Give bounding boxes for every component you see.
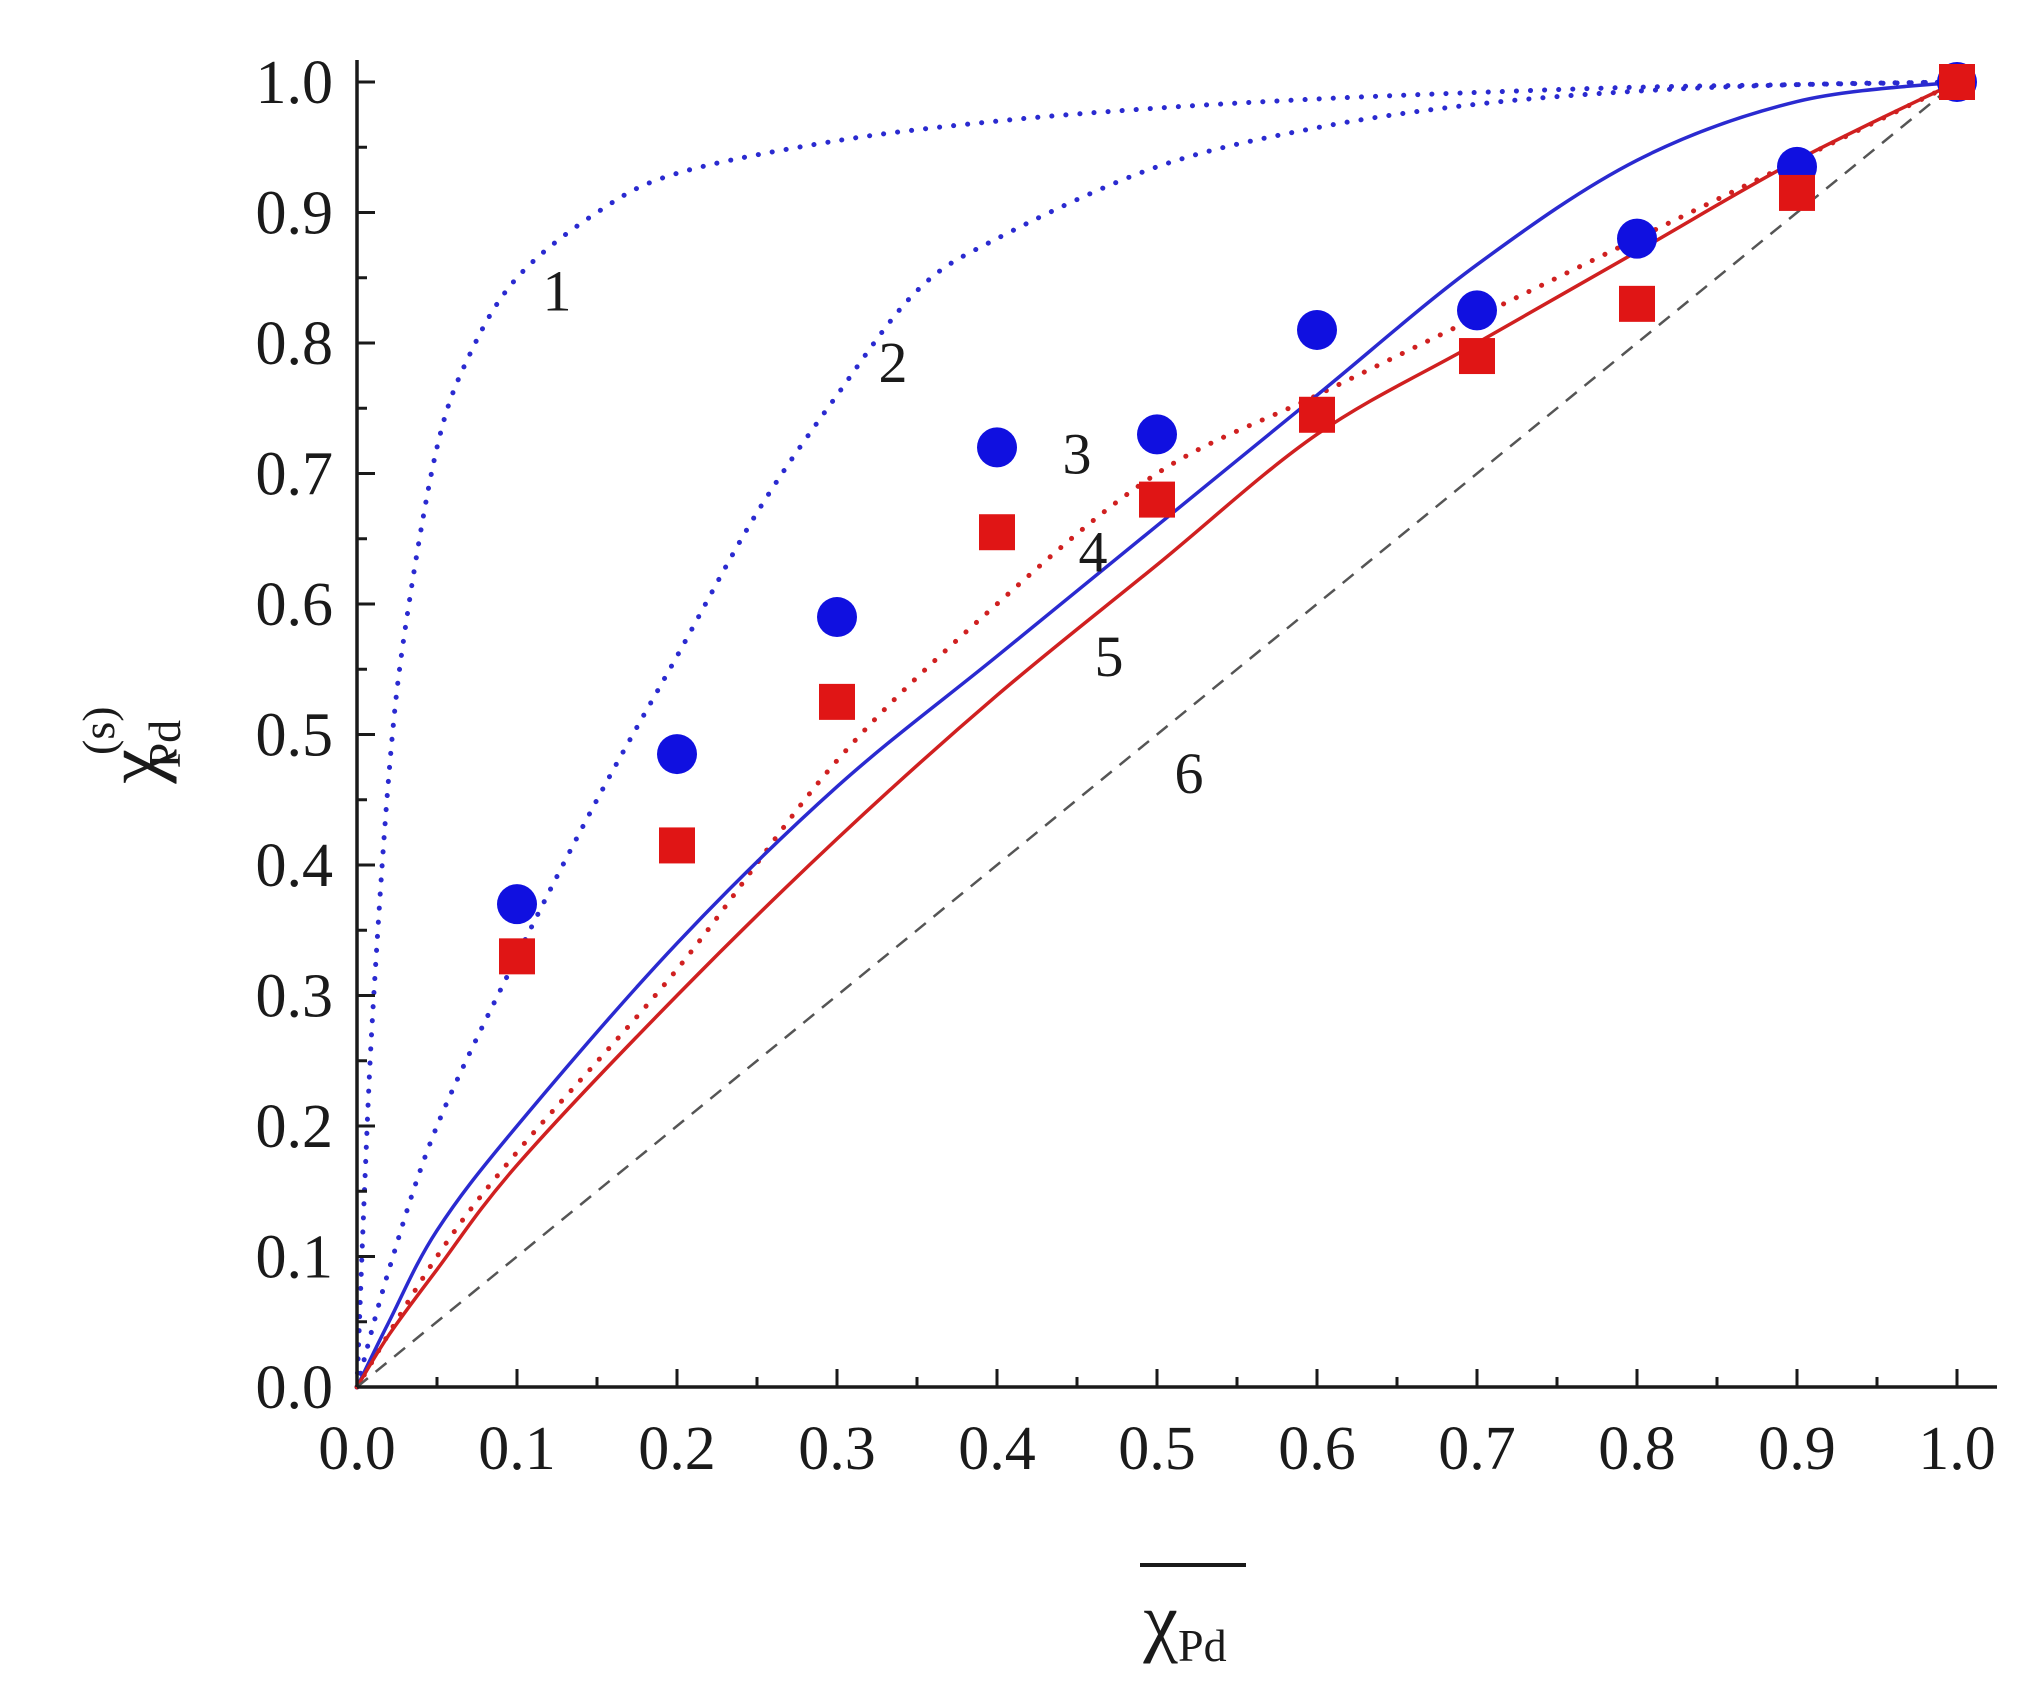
curve-label-5: 5 [1095,624,1124,689]
curve-label-1: 1 [543,258,572,323]
svg-text:χPd: χPd [1142,1577,1226,1671]
curve-2 [354,79,1960,1390]
x-tick-label: 1.0 [1918,1415,1996,1483]
x-axis-title-symbol: χ [1142,1577,1178,1664]
curve-label-2: 2 [879,330,908,395]
x-tick-label: 0.0 [318,1415,396,1483]
y-tick-label: 1.0 [256,49,334,117]
square-marker [659,827,695,864]
square-marker [1299,396,1335,433]
circle-marker [817,597,857,638]
ticks: 0.0 0.1 0.2 0.3 0.4 0.5 0.6 0.7 0.8 0.9 1.0 0.0 0.1 0… [256,49,1996,1483]
circle-marker [977,427,1017,468]
circle-marker [1457,290,1497,331]
circle-marker [497,884,537,925]
x-tick-label: 0.3 [798,1415,876,1483]
curve-labels: 1 2 3 4 56 [543,258,1204,806]
square-marker [499,938,535,975]
square-marker [1459,338,1495,375]
y-tick-label: 0.8 [256,310,334,378]
curve-4 [355,80,1958,1388]
y-tick-label: 0.4 [256,832,334,900]
y-tick-label: 0.7 [256,441,334,509]
square-marker [1619,285,1655,322]
square-marker [819,683,855,720]
x-axis-title-subscript: Pd [1178,1620,1227,1671]
x-tick-label: 0.8 [1598,1415,1676,1483]
curve-3 [354,79,1960,1390]
y-tick-label: 0.0 [256,1354,334,1422]
y-tick-label: 0.6 [256,571,334,639]
x-tick-label: 0.9 [1758,1415,1836,1483]
circle-marker [1617,218,1657,259]
curve-label-4: 4 [1079,519,1108,584]
y-axis-title: χ(s) Pd [73,706,190,784]
y-tick-label: 0.2 [256,1093,334,1161]
y-axis-title-superscript: (s) [73,706,124,755]
curve-6 [356,81,1958,1388]
x-tick-label: 0.5 [1118,1415,1196,1483]
x-tick-label: 0.4 [958,1415,1036,1483]
curve-1 [354,79,1960,1390]
y-tick-label: 0.5 [256,702,334,770]
square-marker [1779,174,1815,211]
x-tick-label: 0.7 [1438,1415,1516,1483]
y-tick-label: 0.3 [256,963,334,1031]
y-tick-label: 0.1 [256,1224,334,1292]
circle-marker [1297,309,1337,350]
square-marker [1139,481,1175,518]
circle-marker [1137,414,1177,455]
plot-lines [354,79,1960,1390]
square-marker [979,514,1015,551]
y-axis-title-subscript: Pd [139,720,190,769]
x-tick-label: 0.1 [478,1415,556,1483]
curve-label-6: 6 [1175,741,1204,806]
curve-label-3: 3 [1063,422,1092,487]
x-tick-label: 0.2 [638,1415,716,1483]
square-marker [1939,64,1975,100]
circle-marker [657,734,697,775]
x-axis-title: χPd [1140,1563,1246,1671]
y-tick-label: 0.9 [256,180,334,248]
axes [355,60,1997,1389]
plot-markers [497,62,1977,975]
x-tick-label: 0.6 [1278,1415,1356,1483]
y-axis-title-symbol: χ [90,749,177,785]
svg-text:χ(s)Pd: χ(s) Pd [73,706,190,784]
